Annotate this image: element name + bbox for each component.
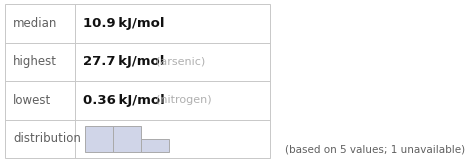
Text: 0.36 kJ/mol: 0.36 kJ/mol <box>83 94 165 107</box>
Text: (nitrogen): (nitrogen) <box>156 95 212 105</box>
Bar <box>141 139 169 152</box>
Text: median: median <box>13 17 58 30</box>
Text: distribution: distribution <box>13 132 81 145</box>
Text: 27.7 kJ/mol: 27.7 kJ/mol <box>83 55 164 68</box>
Text: (based on 5 values; 1 unavailable): (based on 5 values; 1 unavailable) <box>285 144 465 154</box>
Text: (arsenic): (arsenic) <box>156 57 206 67</box>
Bar <box>113 126 141 152</box>
Bar <box>5 4 270 158</box>
Text: highest: highest <box>13 55 57 68</box>
Text: 10.9 kJ/mol: 10.9 kJ/mol <box>83 17 165 30</box>
Bar <box>85 126 113 152</box>
Text: lowest: lowest <box>13 94 51 107</box>
